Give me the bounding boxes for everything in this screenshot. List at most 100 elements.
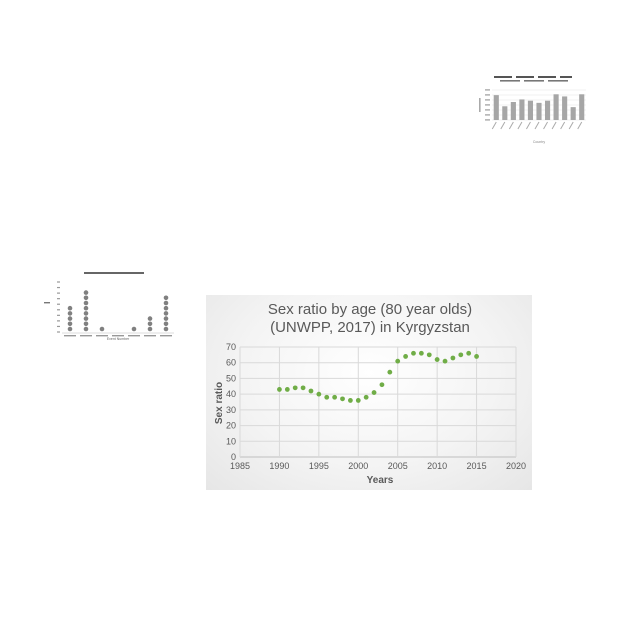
y-axis-label: Sex ratio [214,382,225,424]
data-point [316,391,322,397]
thumb-ytick [485,104,490,106]
thumbnail-dot-chart: Event Number [44,272,174,341]
y-tick-label: 40 [226,389,236,399]
y-tick-label: 10 [226,436,236,446]
thumb-dot [163,311,169,316]
thumb-dot [83,290,89,295]
data-point [277,387,282,392]
data-point [458,352,464,358]
data-point [434,357,440,362]
data-point [426,352,432,358]
data-point [332,394,338,400]
x-tick-label: 1995 [309,461,329,471]
x-tick-label: 2020 [506,461,526,471]
data-point [300,385,306,391]
thumb-dot [163,300,169,306]
thumb-title-line [516,76,534,78]
x-tick-label: 1990 [269,461,289,471]
thumb-ytick [57,331,60,333]
y-tick-label: 50 [226,373,236,383]
thumb-ytick [485,99,490,101]
x-tick-labels: 1985 1990 1995 2000 2005 2010 2015 2020 [230,461,526,471]
thumb-dot [83,305,89,311]
thumb-dot [99,326,105,332]
x-tick-label: 2015 [467,461,487,471]
thumb-dot [163,316,169,321]
thumb-xtick [526,121,531,130]
thumb-ytick [57,303,60,305]
x-axis-label: Years [367,475,394,486]
thumb-dot [147,326,153,332]
thumb-dot [83,295,89,301]
thumb-dot [163,321,169,327]
data-point [363,394,369,400]
thumb-bar [502,106,508,120]
main-chart-area: Sex ratio by age (80 year olds) (UNWPP, … [206,295,532,490]
thumb-dot [163,305,169,311]
thumb-bar [553,94,559,120]
data-point [403,354,408,359]
thumb-subtitle-line [524,80,544,82]
thumb-ytick [485,94,490,96]
data-point [371,390,377,395]
data-point [308,388,314,394]
thumb-xtick [560,121,566,130]
thumb-dot [67,326,73,332]
y-tick-label: 0 [231,452,236,462]
data-point [442,358,448,364]
thumb-xtick [568,121,574,130]
thumb-dot [163,326,169,332]
thumb-dot [67,305,73,311]
thumb-xtick [80,335,92,337]
thumb-xtick [543,121,548,130]
thumb-subtitle-line [500,80,520,82]
data-point [355,398,361,403]
data-point [292,385,298,391]
data-point [379,382,385,388]
y-tick-label: 70 [226,342,236,352]
thumb-xlabel: Event Number [107,337,130,341]
thumb-dot [147,316,153,321]
data-point [387,369,393,375]
x-tick-label: 2000 [348,461,368,471]
thumb-ytick [485,119,490,121]
thumb-ytick [57,320,60,322]
thumb-xtick [144,335,156,337]
thumb-dot [147,321,153,327]
thumb-bar [562,96,568,120]
thumb-title-line [494,76,512,78]
thumb-dot [67,311,73,316]
y-tick-labels: 0 10 20 30 40 50 60 70 [226,342,236,462]
thumb-xtick [64,335,76,337]
thumb-ytick [57,314,60,316]
y-tick-label: 30 [226,405,236,415]
thumb-xlabel: Country [533,140,546,144]
thumb-ytick [485,89,490,91]
thumb-dot [83,326,89,332]
y-tick-label: 20 [226,421,236,431]
thumb-dot [83,316,89,321]
main-chart: Sex ratio by age (80 year olds) (UNWPP, … [214,301,526,486]
chart-title: Sex ratio by age (80 year olds) [268,301,472,318]
thumb-bar [510,102,516,120]
thumb-dot [67,316,73,321]
thumb-xtick [112,335,124,337]
data-point [474,354,479,359]
thumb-ylabel [479,98,481,112]
thumb-dot [67,321,73,327]
data-point [348,398,353,403]
thumb-bar [544,100,551,120]
thumb-xtick [491,121,497,130]
thumb-dot [163,295,169,301]
gridlines [239,346,517,458]
thumb-xtick [500,121,506,130]
chart-subtitle: (UNWPP, 2017) in Kyrgyzstan [270,319,470,336]
thumb-bar [519,99,525,120]
thumb-ytick [57,309,60,311]
data-point [395,358,401,364]
thumb-xtick [517,121,523,130]
data-point [340,396,345,402]
thumb-xtick [128,335,140,337]
thumb-xtick [160,335,172,337]
thumb-ytick [485,109,490,111]
